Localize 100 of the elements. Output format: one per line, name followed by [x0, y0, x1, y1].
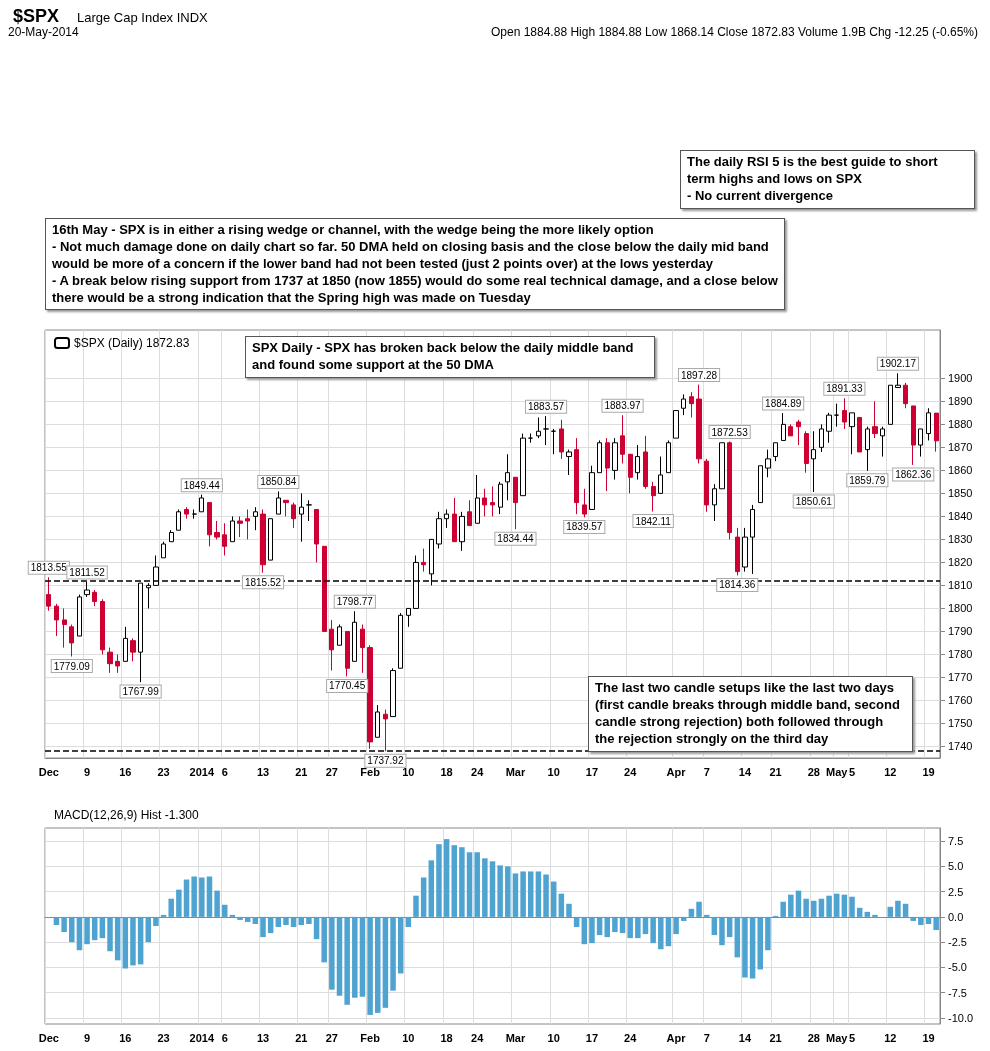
y-tick-label: 1890 — [948, 395, 973, 408]
annotation: SPX Daily - SPX has broken back below the daily middle band and found some support at the 50 DMA — [245, 336, 655, 378]
bar — [459, 847, 465, 917]
annotation: 1811.52 — [69, 566, 106, 578]
annotation: 1884.89 — [765, 398, 802, 410]
candlestick — [758, 465, 763, 504]
candlestick — [337, 624, 342, 646]
x-tick-label: 10 — [547, 1031, 560, 1044]
x-tick-label: 21 — [769, 1031, 782, 1044]
candlestick — [551, 428, 556, 455]
candlestick — [54, 603, 59, 637]
y-tick-label: 2.5 — [948, 885, 964, 898]
y-tick-label: -2.5 — [948, 936, 967, 949]
candlestick — [77, 594, 82, 637]
bar — [390, 916, 396, 991]
bar — [841, 894, 848, 917]
candlestick — [345, 630, 350, 677]
candlestick — [260, 508, 266, 574]
annotation: 1815.52 — [244, 576, 282, 588]
annotation: 1767.99 — [122, 686, 160, 698]
bar — [658, 916, 664, 950]
bar — [76, 916, 83, 951]
candlestick — [666, 439, 671, 474]
x-tick-label: 24 — [471, 1031, 485, 1044]
bar — [566, 903, 572, 917]
bar — [512, 873, 519, 917]
chart-subtitle: Large Cap Index INDX — [77, 10, 209, 25]
x-tick-label: 24 — [624, 765, 638, 778]
candlestick — [750, 504, 755, 575]
y-tick-label: 1830 — [948, 533, 973, 546]
y-tick-label: -10.0 — [948, 1011, 974, 1024]
chart-title: MACD(12,26,9) Hist -1.300 — [54, 808, 200, 822]
candlestick — [482, 488, 487, 517]
annotation: 1850.84 — [260, 476, 297, 488]
x-tick-label: 18 — [440, 1031, 453, 1044]
candlestick — [306, 499, 312, 522]
candlestick — [467, 499, 472, 527]
x-tick-label: 14 — [738, 765, 752, 778]
bar — [352, 916, 358, 998]
candlestick — [398, 612, 403, 669]
bar — [673, 916, 679, 935]
bar — [757, 916, 763, 970]
x-tick-label: 5 — [848, 1031, 856, 1044]
text: The daily RSI 5 is the best guide to short term highs and lows on SPX - No current divergence — [680, 150, 975, 209]
bar — [99, 916, 106, 939]
candlestick — [811, 430, 816, 493]
bar — [489, 861, 496, 917]
bar — [895, 900, 901, 917]
bar — [826, 895, 832, 917]
candlestick — [658, 456, 663, 494]
x-tick-label: 10 — [547, 765, 560, 778]
x-tick-label: 13 — [256, 765, 270, 778]
bar — [336, 916, 343, 996]
x-tick-label: 13 — [256, 1031, 270, 1044]
x-tick-label: 24 — [471, 765, 485, 778]
candlestick — [643, 435, 648, 490]
y-tick-label: 1760 — [948, 694, 973, 707]
candlestick — [92, 589, 97, 607]
candlestick — [452, 497, 457, 543]
annotation: 1779.09 — [53, 660, 91, 672]
x-tick-label: 10 — [402, 1031, 415, 1044]
candlestick — [605, 437, 610, 492]
bar — [321, 916, 327, 963]
candlestick — [849, 412, 855, 455]
x-tick-label: 28 — [807, 1031, 820, 1044]
annotation: 1883.57 — [527, 401, 565, 413]
bar — [137, 916, 144, 965]
candlestick — [329, 619, 334, 672]
candlestick — [911, 405, 916, 466]
bar — [183, 879, 190, 917]
candlestick — [934, 412, 939, 453]
bar — [130, 916, 136, 966]
bar — [933, 916, 939, 931]
candlestick — [543, 415, 549, 446]
x-tick-label: 2014 — [189, 1031, 215, 1044]
x-tick-label: May — [826, 1031, 849, 1044]
bar — [711, 916, 718, 936]
candlestick — [681, 393, 686, 416]
bar — [627, 916, 633, 939]
candlestick — [115, 653, 120, 674]
x-tick-label: 5 — [848, 765, 856, 778]
bar — [397, 916, 404, 974]
y-tick-label: 1780 — [948, 648, 973, 661]
bar — [811, 900, 817, 917]
bar — [872, 914, 878, 917]
bar — [650, 916, 656, 944]
x-tick-label: 16 — [119, 1031, 132, 1044]
candlestick — [253, 506, 258, 531]
bar — [313, 916, 320, 940]
bar — [765, 916, 771, 951]
bar — [91, 916, 98, 941]
bar — [160, 914, 167, 917]
candlestick — [566, 449, 572, 476]
chart-title: $SPX — [13, 6, 60, 26]
candlestick — [214, 520, 220, 540]
candlestick — [360, 624, 365, 674]
candlestick — [696, 384, 702, 464]
annotation: 1902.17 — [879, 358, 917, 370]
bar — [206, 876, 213, 917]
y-tick-label: 1840 — [948, 510, 973, 523]
